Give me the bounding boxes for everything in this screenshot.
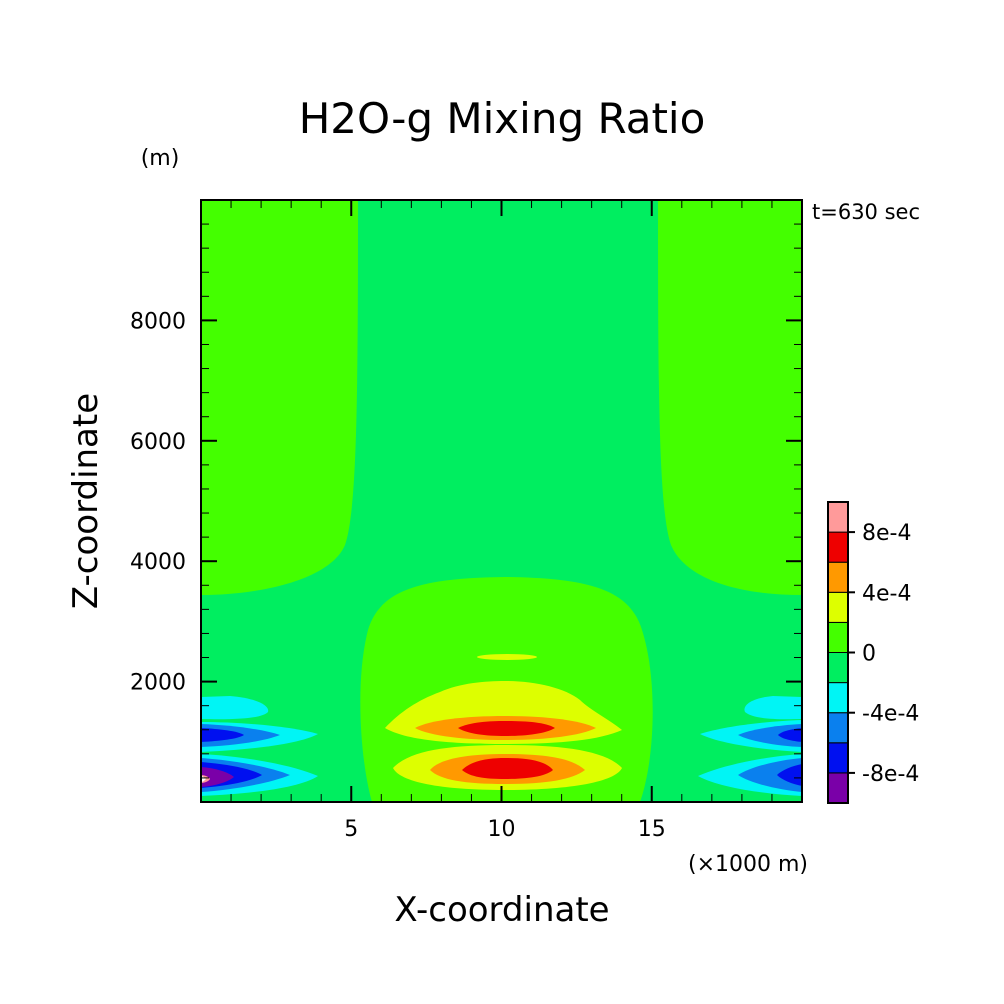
contour-field: [201, 200, 802, 802]
contour-right-azure-low: [738, 758, 802, 792]
contour-red-upper: [458, 721, 555, 736]
colorbar-tick-label: 0: [862, 642, 876, 667]
y-tick-labels: 2000 4000 6000 8000: [130, 309, 186, 695]
contour-right-blue-low: [777, 764, 802, 786]
x-axis-label: X-coordinate: [394, 890, 609, 930]
contour-red-lower: [462, 758, 553, 779]
colorbar-tick-label: -8e-4: [862, 762, 919, 787]
contour-left-purple: [201, 767, 234, 787]
colorbar-tick-label: 4e-4: [862, 581, 911, 606]
y-tick-label: 6000: [130, 430, 186, 455]
major-ticks: [201, 200, 802, 802]
contour-right-cyan-top: [744, 696, 802, 720]
y-tick-label: 8000: [130, 309, 186, 334]
y-axis-label: Z-coordinate: [66, 393, 106, 609]
y-tick-label: 4000: [130, 550, 186, 575]
time-label: t=630 sec: [812, 200, 920, 224]
colorbar: [827, 501, 855, 804]
colorbar-swatch: [827, 531, 849, 563]
contour-right-blue-mid: [778, 728, 802, 742]
colorbar-tick-label: 8e-4: [862, 521, 911, 546]
y-unit-label: (m): [141, 146, 180, 171]
colorbar-swatch: [827, 652, 849, 684]
x-unit-label: (×1000 m): [688, 852, 808, 877]
contour-right-azure-mid: [738, 724, 802, 747]
chart-title: H2O-g Mixing Ratio: [299, 94, 706, 143]
colorbar-swatch: [827, 561, 849, 593]
colorbar-swatch: [827, 621, 849, 654]
contour-yellow-top: [477, 654, 537, 660]
x-tick-label: 10: [488, 817, 516, 842]
x-tick-label: 15: [638, 817, 666, 842]
colorbar-swatch: [827, 712, 849, 744]
colorbar-swatch: [827, 742, 849, 774]
colorbar-labels: 8e-4 4e-4 0 -4e-4 -8e-4: [862, 521, 919, 787]
y-tick-label: 2000: [130, 671, 186, 696]
colorbar-tick-label: -4e-4: [862, 702, 919, 727]
x-tick-labels: 5 10 15: [344, 817, 666, 842]
colorbar-swatch: [827, 682, 849, 714]
contour-left-blue-mid: [201, 728, 244, 742]
colorbar-swatch: [827, 591, 849, 623]
x-tick-label: 5: [344, 817, 358, 842]
minor-ticks: [200, 200, 803, 802]
contour-central-column: [201, 200, 802, 802]
contour-left-cyan-top: [201, 696, 269, 720]
colorbar-swatch: [827, 772, 849, 804]
colorbar-swatch: [827, 501, 849, 533]
